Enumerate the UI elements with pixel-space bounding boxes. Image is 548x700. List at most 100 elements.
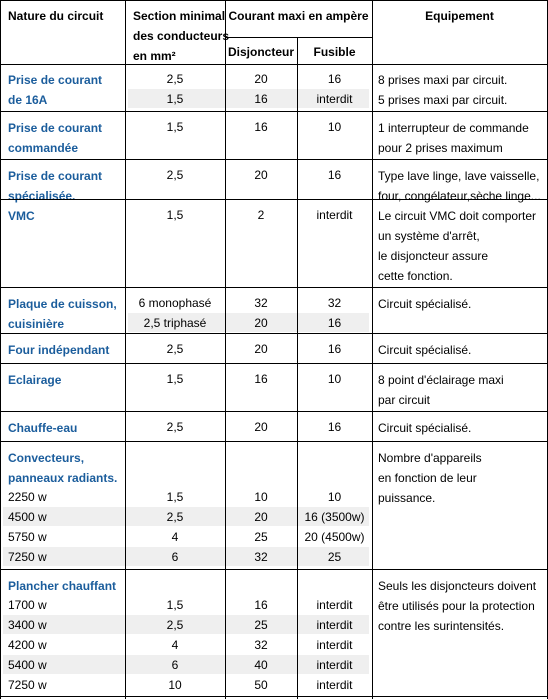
section-cell: 2,5 — [166, 342, 184, 356]
breaker-cell: 32 — [254, 638, 268, 652]
equipment-text: Le circuit VMC doit comporter — [378, 209, 537, 223]
equipment-text: être utilisés pour la protection — [378, 599, 535, 613]
border-line — [0, 696, 548, 697]
equipment-text: puissance. — [378, 491, 436, 505]
breaker-cell: 20 — [254, 342, 268, 356]
section-cell: 2,5 triphasé — [143, 316, 207, 330]
fuse-cell: 16 — [327, 168, 342, 182]
row-shade — [3, 615, 369, 634]
equipment-text: en fonction de leur — [378, 471, 477, 485]
header-cell: des conducteurs — [133, 29, 230, 43]
breaker-cell: 20 — [254, 316, 268, 330]
equipment-text: 1 interrupteur de commande — [378, 121, 529, 135]
border-line — [0, 441, 548, 442]
border-line — [0, 411, 548, 412]
border-line — [0, 159, 548, 160]
border-line — [297, 37, 298, 699]
section-cell: 6 — [171, 550, 179, 564]
power-label: 3400 w — [8, 618, 47, 632]
equipment-text: Seuls les disjoncteurs doivent — [378, 579, 537, 593]
circuit-name: VMC — [8, 209, 35, 223]
equipment-text: Circuit spécialisé. — [378, 297, 472, 311]
section-cell: 6 monophasé — [138, 296, 212, 310]
border-line — [0, 569, 548, 570]
equipment-text: un système d'arrêt, — [378, 229, 480, 243]
border-line — [0, 199, 548, 200]
circuit-name: Eclairage — [8, 373, 62, 387]
circuit-name: commandée — [8, 141, 79, 155]
fuse-cell: interdit — [316, 638, 353, 652]
equipment-text: Type lave linge, lave vaisselle, — [378, 169, 540, 183]
fuse-cell: interdit — [316, 658, 353, 672]
fuse-cell: interdit — [316, 92, 353, 106]
header-cell: Equipement — [425, 9, 494, 23]
header-cell: Disjoncteur — [227, 45, 294, 59]
circuit-name: Four indépendant — [8, 343, 110, 357]
breaker-cell: 16 — [254, 598, 268, 612]
breaker-cell: 10 — [254, 490, 268, 504]
equipment-text: Circuit spécialisé. — [378, 343, 472, 357]
fuse-cell: 16 — [327, 316, 342, 330]
fuse-cell: interdit — [316, 208, 353, 222]
fuse-cell: 16 — [327, 420, 342, 434]
circuit-name: spécialisée. — [8, 189, 76, 203]
equipment-text: Circuit spécialisé. — [378, 421, 472, 435]
fuse-cell: 25 — [327, 550, 342, 564]
circuit-name: cuisinière — [8, 317, 65, 331]
header-cell: Courant maxi en ampère — [228, 9, 369, 23]
equipment-text: pour 2 prises maximum — [378, 141, 503, 155]
section-cell: 2,5 — [166, 510, 184, 524]
header-cell: Section minimal — [133, 9, 226, 23]
row-shade — [3, 547, 369, 566]
power-label: 7250 w — [8, 678, 47, 692]
border-line — [0, 363, 548, 364]
power-label: 4500 w — [8, 510, 47, 524]
breaker-cell: 20 — [254, 510, 268, 524]
section-cell: 1,5 — [166, 208, 184, 222]
equipment-text: 8 point d'éclairage maxi — [378, 373, 504, 387]
breaker-cell: 25 — [254, 530, 268, 544]
equipment-text: 8 prises maxi par circuit. — [378, 73, 508, 87]
section-cell: 2,5 — [166, 72, 184, 86]
circuit-name: Prise de courant — [8, 121, 103, 135]
border-line — [0, 111, 548, 112]
row-shade — [128, 313, 369, 332]
circuit-name: Plaque de cuisson, — [8, 297, 117, 311]
border-line — [0, 333, 548, 334]
power-label: 1700 w — [8, 598, 47, 612]
border-line — [0, 0, 1, 699]
power-label: 5400 w — [8, 658, 47, 672]
circuit-name: panneaux radiants. — [8, 471, 118, 485]
fuse-cell: 10 — [327, 120, 342, 134]
fuse-cell: 10 — [327, 372, 342, 386]
equipment-text: contre les surintensités. — [378, 619, 505, 633]
section-cell: 4 — [171, 638, 179, 652]
fuse-cell: interdit — [316, 678, 353, 692]
section-cell: 2,5 — [166, 618, 184, 632]
power-label: 7250 w — [8, 550, 47, 564]
section-cell: 1,5 — [166, 92, 184, 106]
breaker-cell: 20 — [254, 420, 268, 434]
breaker-cell: 16 — [254, 372, 268, 386]
section-cell: 4 — [171, 530, 179, 544]
section-cell: 1,5 — [166, 372, 184, 386]
section-cell: 2,5 — [166, 420, 184, 434]
row-shade — [3, 655, 369, 674]
section-cell: 1,5 — [166, 490, 184, 504]
fuse-cell: 10 — [327, 490, 342, 504]
breaker-cell: 25 — [254, 618, 268, 632]
breaker-cell: 20 — [254, 72, 268, 86]
power-label: 4200 w — [8, 638, 47, 652]
circuit-name: Chauffe-eau — [8, 421, 78, 435]
equipment-text: par circuit — [378, 393, 431, 407]
border-line — [225, 37, 372, 38]
border-line — [372, 0, 373, 699]
fuse-cell: interdit — [316, 618, 353, 632]
row-shade — [3, 507, 369, 526]
header-cell: Nature du circuit — [8, 9, 104, 23]
equipment-text: 5 prises maxi par circuit. — [378, 93, 508, 107]
section-cell: 2,5 — [166, 168, 184, 182]
breaker-cell: 16 — [254, 92, 268, 106]
section-cell: 1,5 — [166, 120, 184, 134]
